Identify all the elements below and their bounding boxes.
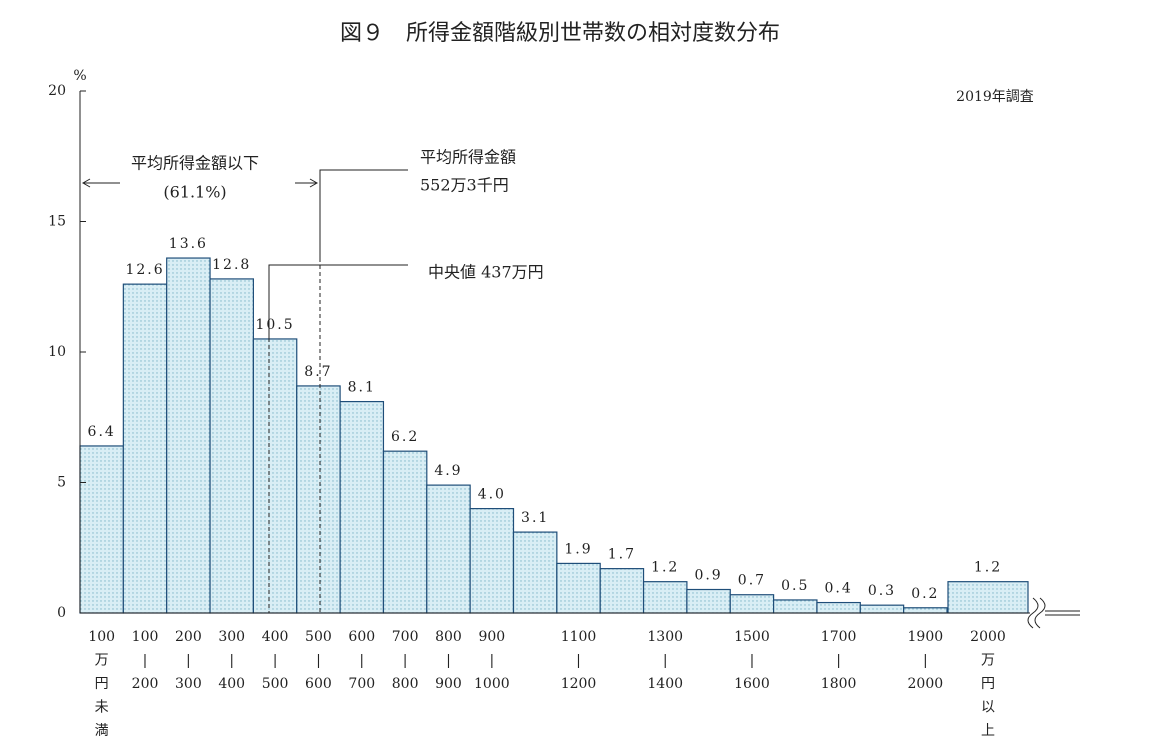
y-tick-label: 15 bbox=[48, 214, 66, 230]
annotation: (61.1%) bbox=[163, 183, 226, 202]
bar bbox=[339, 400, 385, 614]
bar bbox=[599, 568, 645, 614]
value-label: 0.5 bbox=[781, 578, 809, 594]
bar bbox=[686, 588, 731, 614]
value-label: 6.4 bbox=[88, 424, 116, 440]
bar bbox=[772, 599, 818, 614]
x-tick-label: 1700 | 1800 bbox=[821, 629, 857, 692]
value-label: 3.1 bbox=[521, 510, 549, 526]
bar bbox=[166, 257, 211, 614]
value-label: 12.8 bbox=[212, 257, 251, 273]
value-label: 8.7 bbox=[304, 364, 332, 380]
axis-break bbox=[1027, 597, 1046, 629]
reference-lines bbox=[268, 258, 321, 613]
value-label: 12.6 bbox=[125, 262, 164, 278]
bar bbox=[122, 283, 168, 614]
annotation: 552万3千円 bbox=[420, 176, 509, 195]
value-label: 1.2 bbox=[974, 560, 1002, 576]
x-tick-label: 1100 | 1200 bbox=[561, 629, 597, 692]
bar bbox=[209, 278, 255, 614]
x-tick-label: 200 | 300 bbox=[175, 629, 202, 692]
bar bbox=[512, 531, 558, 614]
x-tick-label: 100 | 200 bbox=[132, 629, 159, 692]
value-label: 4.9 bbox=[434, 463, 462, 479]
x-tick-label: 1900 | 2000 bbox=[908, 629, 944, 692]
annotation: 中央値 437万円 bbox=[428, 263, 544, 282]
bar bbox=[296, 385, 341, 614]
y-tick-label: 20 bbox=[48, 83, 66, 99]
value-label: 1.7 bbox=[608, 547, 636, 563]
bars bbox=[79, 257, 1029, 614]
x-tick-label: 1300 | 1400 bbox=[647, 629, 683, 692]
x-tick-label: 600 | 700 bbox=[348, 629, 375, 692]
annotation: 平均所得金額以下 bbox=[131, 154, 259, 173]
bar bbox=[469, 508, 515, 614]
value-label: 4.0 bbox=[478, 487, 506, 503]
median-leader bbox=[268, 264, 408, 338]
x-tick-label: 500 | 600 bbox=[305, 629, 332, 692]
bar bbox=[903, 607, 948, 614]
value-label: 8.1 bbox=[348, 380, 376, 396]
value-label: 0.4 bbox=[824, 581, 852, 597]
bar bbox=[947, 581, 1029, 614]
bar bbox=[729, 594, 775, 614]
y-unit: % bbox=[73, 68, 86, 84]
x-tick-label: 800 | 900 bbox=[435, 629, 462, 692]
x-tick-label: 900 | 1000 bbox=[474, 629, 510, 692]
bar bbox=[556, 562, 601, 614]
value-label: 13.6 bbox=[169, 236, 208, 252]
value-label: 6.2 bbox=[391, 429, 419, 445]
x-tick-label: 300 | 400 bbox=[218, 629, 245, 692]
arrow-head bbox=[309, 178, 319, 188]
y-tick-label: 10 bbox=[48, 344, 66, 360]
x-tick-label: 2000 万円以上 bbox=[970, 629, 1006, 739]
value-label: 1.9 bbox=[564, 541, 592, 557]
bar bbox=[816, 601, 861, 614]
value-label: 0.9 bbox=[694, 568, 722, 584]
annotation: 平均所得金額 bbox=[420, 148, 516, 167]
x-tick-label: 700 | 800 bbox=[392, 629, 419, 692]
value-label: 0.3 bbox=[868, 583, 896, 599]
bar bbox=[382, 450, 428, 614]
value-label: 0.2 bbox=[911, 586, 939, 602]
bar bbox=[642, 581, 688, 614]
value-label: 0.7 bbox=[738, 573, 766, 589]
bar bbox=[426, 484, 471, 614]
y-tick-label: 0 bbox=[57, 605, 66, 621]
x-tick-label: 1500 | 1600 bbox=[734, 629, 770, 692]
x-tick-label: 100 万円未満 bbox=[88, 629, 115, 739]
survey-note: 2019年調査 bbox=[956, 89, 1034, 105]
value-label: 10.5 bbox=[255, 317, 294, 333]
mean-leader bbox=[319, 169, 408, 258]
bar bbox=[79, 445, 124, 614]
y-tick-label: 5 bbox=[57, 475, 66, 491]
bar bbox=[252, 338, 298, 614]
value-label: 1.2 bbox=[651, 560, 679, 576]
x-tick-label: 400 | 500 bbox=[262, 629, 289, 692]
bar bbox=[859, 604, 905, 614]
chart-title: 図９ 所得金額階級別世帯数の相対度数分布 bbox=[340, 21, 780, 46]
annotations bbox=[81, 169, 408, 338]
arrow-head bbox=[81, 178, 91, 188]
